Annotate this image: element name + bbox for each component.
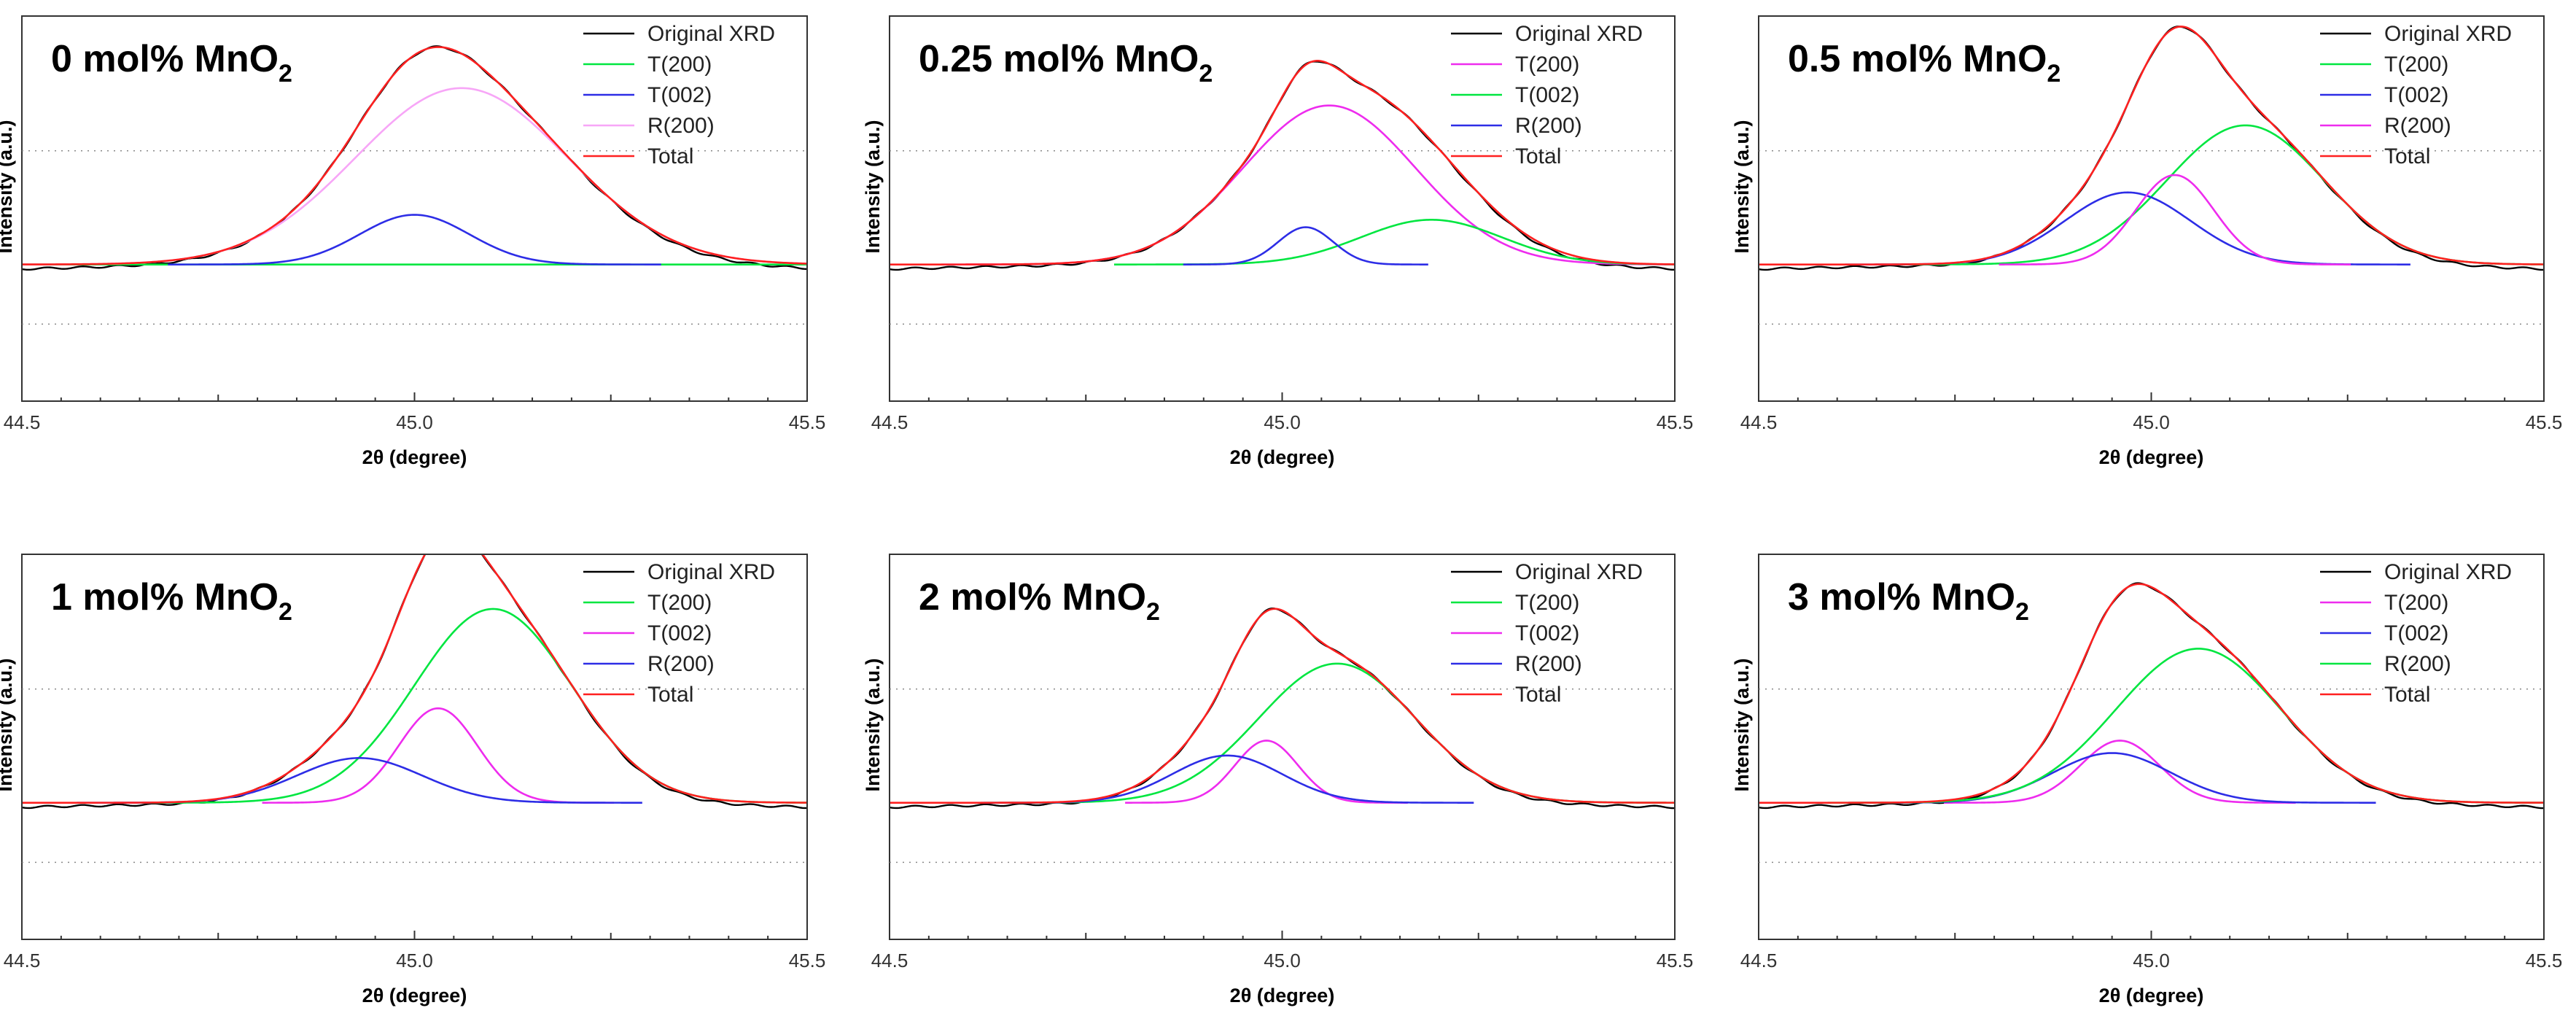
legend-entry: T(002)	[647, 621, 712, 645]
series-total	[1759, 26, 2543, 265]
series-total	[1759, 583, 2543, 804]
panel-title: 0.25 mol% MnO2	[919, 38, 1213, 88]
curves	[890, 60, 1674, 271]
y-axis-label: Intensity (a.u.)	[0, 658, 16, 791]
legend-entry: Original XRD	[1515, 560, 1643, 584]
legend-entry: T(200)	[2384, 53, 2448, 77]
curves	[1759, 26, 2543, 271]
curves	[1759, 582, 2543, 810]
x-tick-label: 45.0	[1264, 411, 1301, 433]
legend-entry: T(200)	[1515, 591, 1579, 615]
series-t002	[168, 214, 661, 265]
chart-panel-3: 44.5 45.0 45.5 2θ (degree) Intensity (a.u.) 0…	[1731, 15, 2563, 468]
x-tick-label: 45.5	[2526, 411, 2563, 433]
plot-frame	[889, 15, 1676, 402]
legend-entry: R(200)	[647, 652, 715, 676]
series-total	[23, 555, 806, 804]
panel-title: 0.5 mol% MnO2	[1788, 38, 2061, 88]
legend-entry: T(200)	[647, 591, 712, 615]
panel-title: 3 mol% MnO2	[1788, 576, 2029, 626]
x-tick-label: 45.0	[2133, 950, 2170, 971]
legend-entry: Total	[1515, 144, 1561, 168]
legend-entry: T(002)	[2384, 83, 2448, 107]
legend-entry: T(002)	[1515, 621, 1579, 645]
legend-entry: Original XRD	[647, 22, 775, 46]
legend-entry: R(200)	[1515, 114, 1582, 138]
curves	[890, 608, 1674, 810]
x-axis-label: 2θ (degree)	[362, 985, 467, 1006]
legend-entry: R(200)	[1515, 652, 1582, 676]
x-tick-label: 45.0	[1264, 950, 1301, 971]
curves	[23, 555, 806, 810]
series-total	[890, 60, 1674, 265]
x-tick-label: 45.5	[1657, 950, 1694, 971]
y-axis-label: Intensity (a.u.)	[1731, 120, 1753, 253]
y-axis-label: Intensity (a.u.)	[862, 658, 884, 791]
legend-entry: Original XRD	[1515, 22, 1643, 46]
y-axis-label: Intensity (a.u.)	[862, 120, 884, 253]
series-r200	[1183, 226, 1428, 265]
legend-entry: Total	[647, 683, 693, 707]
legend-entry: Total	[647, 144, 693, 168]
x-axis-label: 2θ (degree)	[2099, 446, 2204, 468]
x-tick-label: 45.0	[396, 411, 433, 433]
curves	[23, 45, 806, 271]
plot-frame	[1758, 15, 2545, 402]
chart-panel-4: 44.5 45.0 45.5 2θ (degree) Intensity (a.u.) 1…	[0, 554, 826, 1006]
legend-entry: T(002)	[2384, 621, 2448, 645]
x-tick-label: 44.5	[1740, 950, 1778, 971]
x-axis-label: 2θ (degree)	[1230, 446, 1335, 468]
x-tick-label: 45.5	[2526, 950, 2563, 971]
legend-entry: R(200)	[2384, 652, 2451, 676]
x-tick-label: 44.5	[871, 411, 908, 433]
legend-entry: T(200)	[2384, 591, 2448, 615]
legend-entry: Original XRD	[2384, 22, 2512, 46]
legend-entry: Original XRD	[2384, 560, 2512, 584]
legend-entry: R(200)	[647, 114, 715, 138]
series-total	[890, 608, 1674, 804]
chart-panel-6: 44.5 45.0 45.5 2θ (degree) Intensity (a.u.) 3…	[1731, 554, 2562, 1006]
legend-entry: T(200)	[1515, 53, 1579, 77]
x-tick-label: 44.5	[4, 950, 41, 971]
plot-frame	[21, 15, 808, 402]
x-tick-label: 44.5	[871, 950, 908, 971]
x-tick-label: 45.0	[396, 950, 433, 971]
x-axis-label: 2θ (degree)	[362, 446, 467, 468]
x-tick-label: 45.5	[789, 411, 826, 433]
y-axis-label: Intensity (a.u.)	[0, 120, 16, 253]
panel-title: 1 mol% MnO2	[51, 576, 292, 626]
plot-frame	[1758, 554, 2545, 940]
legend-entry: Total	[1515, 683, 1561, 707]
chart-panel-5: 44.5 45.0 45.5 2θ (degree) Intensity (a.u.) 2…	[862, 554, 1693, 1006]
series-t002	[1125, 740, 1408, 804]
x-tick-label: 45.5	[1657, 411, 1694, 433]
x-tick-label: 45.0	[2133, 411, 2170, 433]
legend-entry: T(002)	[1515, 83, 1579, 107]
legend-entry: T(002)	[647, 83, 712, 107]
x-tick-label: 44.5	[4, 411, 41, 433]
x-tick-label: 45.5	[789, 950, 826, 971]
chart-panel-1: 44.5 45.0 45.5 2θ (degree) Intensity (a.u.) 0…	[0, 15, 826, 468]
chart-panel-2: 44.5 45.0 45.5 2θ (degree) Intensity (a.u.) 0…	[862, 15, 1694, 468]
legend-entry: R(200)	[2384, 114, 2451, 138]
legend-entry: Original XRD	[647, 560, 775, 584]
y-axis-label: Intensity (a.u.)	[1731, 658, 1753, 791]
legend-entry: Total	[2384, 683, 2430, 707]
series-t200	[1944, 740, 2296, 804]
legend-entry: T(200)	[647, 53, 712, 77]
plot-frame	[21, 554, 808, 940]
x-axis-label: 2θ (degree)	[1230, 985, 1335, 1006]
x-axis-label: 2θ (degree)	[2099, 985, 2204, 1006]
legend-entry: Total	[2384, 144, 2430, 168]
series-r200	[1999, 174, 2351, 265]
panel-title: 2 mol% MnO2	[919, 576, 1160, 626]
x-tick-label: 44.5	[1740, 411, 1778, 433]
series-total	[23, 46, 806, 265]
panel-title: 0 mol% MnO2	[51, 38, 292, 88]
